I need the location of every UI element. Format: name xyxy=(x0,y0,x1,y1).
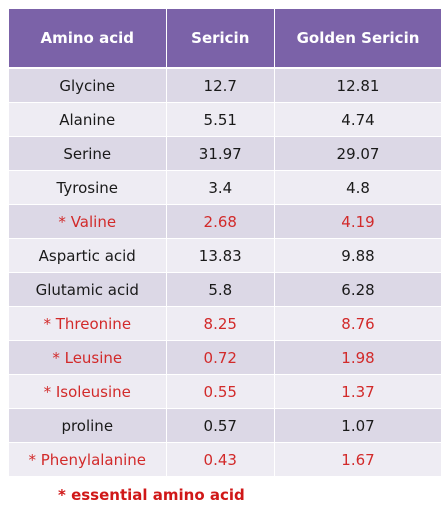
amino-acid-name: proline xyxy=(9,409,167,443)
amino-acid-name: * Phenylalanine xyxy=(9,443,167,477)
sericin-value: 5.51 xyxy=(166,103,276,137)
amino-acid-name: Serine xyxy=(9,137,167,171)
header-amino-acid: Amino acid xyxy=(9,9,167,69)
amino-acid-name: Alanine xyxy=(9,103,167,137)
table-row: Glutamic acid 5.8 6.28 xyxy=(9,273,441,307)
sericin-value: 8.25 xyxy=(166,307,276,341)
table-header: Amino acid Sericin Golden Sericin xyxy=(9,9,441,69)
golden-sericin-value: 8.76 xyxy=(275,307,441,341)
amino-acid-name: Glutamic acid xyxy=(9,273,167,307)
table-row: Serine 31.97 29.07 xyxy=(9,137,441,171)
header-row: Amino acid Sericin Golden Sericin xyxy=(9,9,441,69)
amino-acid-name: Tyrosine xyxy=(9,171,167,205)
header-golden-sericin: Golden Sericin xyxy=(275,9,441,69)
sericin-value: 3.4 xyxy=(166,171,276,205)
table-row-essential: * Threonine 8.25 8.76 xyxy=(9,307,441,341)
sericin-value: 12.7 xyxy=(166,69,276,103)
golden-sericin-value: 1.37 xyxy=(275,375,441,409)
table-row-essential: * Valine 2.68 4.19 xyxy=(9,205,441,239)
table-row: Aspartic acid 13.83 9.88 xyxy=(9,239,441,273)
amino-acid-name: * Leusine xyxy=(9,341,167,375)
table-row: proline 0.57 1.07 xyxy=(9,409,441,443)
golden-sericin-value: 6.28 xyxy=(275,273,441,307)
golden-sericin-value: 29.07 xyxy=(275,137,441,171)
amino-acid-name: Glycine xyxy=(9,69,167,103)
table-row-essential: * Phenylalanine 0.43 1.67 xyxy=(9,443,441,477)
table-row-essential: * Leusine 0.72 1.98 xyxy=(9,341,441,375)
table-row: Glycine 12.7 12.81 xyxy=(9,69,441,103)
amino-acid-name: * Valine xyxy=(9,205,167,239)
sericin-value: 0.57 xyxy=(166,409,276,443)
amino-acid-name: Aspartic acid xyxy=(9,239,167,273)
table-body: Glycine 12.7 12.81 Alanine 5.51 4.74 Ser… xyxy=(9,69,441,477)
sericin-value: 0.43 xyxy=(166,443,276,477)
sericin-value: 2.68 xyxy=(166,205,276,239)
sericin-value: 5.8 xyxy=(166,273,276,307)
sericin-value: 13.83 xyxy=(166,239,276,273)
golden-sericin-value: 1.98 xyxy=(275,341,441,375)
golden-sericin-value: 1.67 xyxy=(275,443,441,477)
golden-sericin-value: 12.81 xyxy=(275,69,441,103)
amino-acid-name: * Isoleusine xyxy=(9,375,167,409)
amino-acid-table: Amino acid Sericin Golden Sericin Glycin… xyxy=(9,9,441,477)
sericin-value: 0.72 xyxy=(166,341,276,375)
table-row-essential: * Isoleusine 0.55 1.37 xyxy=(9,375,441,409)
golden-sericin-value: 4.74 xyxy=(275,103,441,137)
table-row: Alanine 5.51 4.74 xyxy=(9,103,441,137)
golden-sericin-value: 4.8 xyxy=(275,171,441,205)
sericin-value: 0.55 xyxy=(166,375,276,409)
golden-sericin-value: 1.07 xyxy=(275,409,441,443)
footnote-essential-amino-acid: * essential amino acid xyxy=(58,486,245,504)
table-row: Tyrosine 3.4 4.8 xyxy=(9,171,441,205)
golden-sericin-value: 4.19 xyxy=(275,205,441,239)
sericin-value: 31.97 xyxy=(166,137,276,171)
golden-sericin-value: 9.88 xyxy=(275,239,441,273)
amino-acid-name: * Threonine xyxy=(9,307,167,341)
header-sericin: Sericin xyxy=(166,9,276,69)
